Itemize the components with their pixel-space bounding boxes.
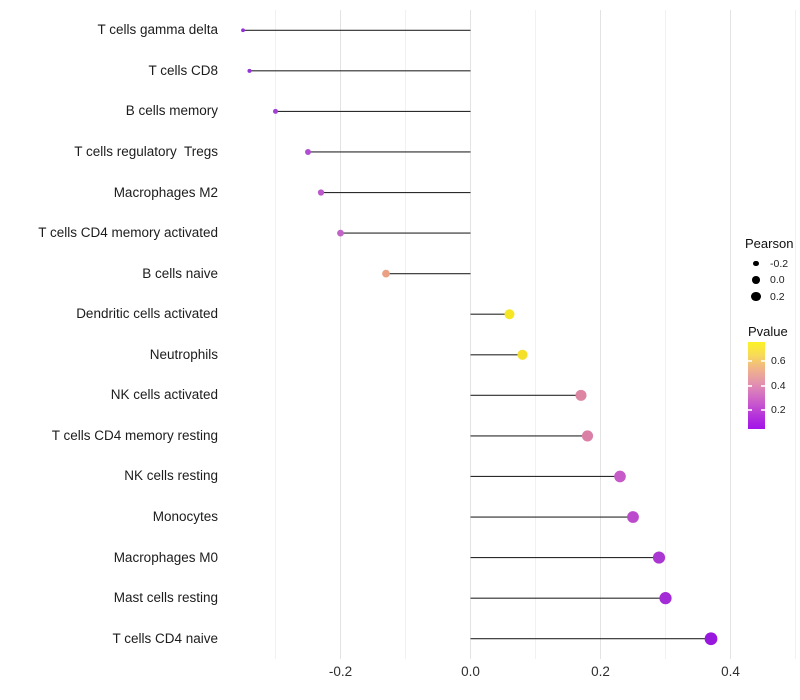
data-point-dot: [317, 189, 325, 196]
data-point-dot: [704, 632, 718, 646]
gradient-tick-mark: [748, 360, 752, 363]
gradient-tick-mark: [748, 384, 752, 387]
y-axis-label: T cells CD4 memory resting: [51, 427, 218, 443]
data-point-dot: [627, 511, 639, 523]
x-axis-tick-label: 0.4: [721, 664, 740, 679]
gradient-tick-mark: [761, 384, 765, 387]
data-point-dot: [337, 229, 344, 237]
y-axis-label: Neutrophils: [149, 346, 218, 362]
size-legend-label: -0.2: [770, 257, 789, 270]
data-point-dot: [247, 68, 252, 73]
y-axis-label: NK cells activated: [110, 387, 218, 403]
size-legend-dot: [753, 260, 759, 267]
pvalue-legend-label: 0.2: [771, 403, 786, 416]
y-axis-label: T cells CD4 naive: [112, 630, 218, 646]
y-axis-label: Monocytes: [152, 509, 218, 525]
gradient-tick-mark: [761, 408, 765, 411]
y-axis-label: Mast cells resting: [113, 590, 218, 606]
pvalue-legend-label: 0.4: [771, 379, 786, 392]
data-point-dot: [305, 148, 311, 155]
size-legend-label: 0.2: [770, 290, 785, 303]
size-legend-label: 0.0: [770, 274, 785, 286]
y-axis-label: Macrophages M0: [113, 549, 218, 565]
y-axis-label: B cells naive: [142, 265, 218, 281]
y-axis-label: T cells CD4 memory activated: [38, 225, 218, 241]
y-axis-label: Dendritic cells activated: [76, 306, 218, 322]
x-axis-tick-label: 0.0: [461, 664, 480, 679]
data-point-dot: [659, 592, 672, 605]
y-axis-label: T cells CD8: [148, 62, 218, 78]
y-axis-label: Macrophages M2: [113, 184, 218, 200]
data-point-dot: [382, 269, 390, 278]
pvalue-legend-title: Pvalue: [748, 324, 788, 339]
size-legend-dot: [752, 276, 760, 284]
pvalue-legend-label: 0.6: [771, 355, 786, 368]
x-axis-tick-label: 0.2: [591, 664, 610, 679]
gradient-tick-mark: [748, 408, 752, 411]
data-point-dot: [504, 309, 515, 320]
gradient-tick-mark: [761, 360, 765, 363]
data-point-dot: [614, 470, 626, 483]
data-point-dot: [273, 108, 278, 114]
data-point-dot: [517, 349, 528, 360]
size-legend-dot: [751, 291, 761, 302]
y-axis-label: B cells memory: [125, 103, 218, 119]
data-point-dot: [652, 551, 666, 564]
y-axis-label: T cells regulatory Tregs: [74, 143, 218, 159]
y-axis-label: NK cells resting: [124, 468, 218, 484]
x-axis-tick-label: -0.2: [328, 664, 353, 679]
y-axis-label: T cells gamma delta: [97, 22, 218, 38]
pvalue-gradient-bar: [748, 342, 765, 429]
data-point-dot: [581, 430, 594, 442]
data-point-dot: [575, 389, 587, 401]
pearson-legend-title: Pearson: [745, 236, 794, 251]
data-point-dot: [241, 28, 245, 33]
